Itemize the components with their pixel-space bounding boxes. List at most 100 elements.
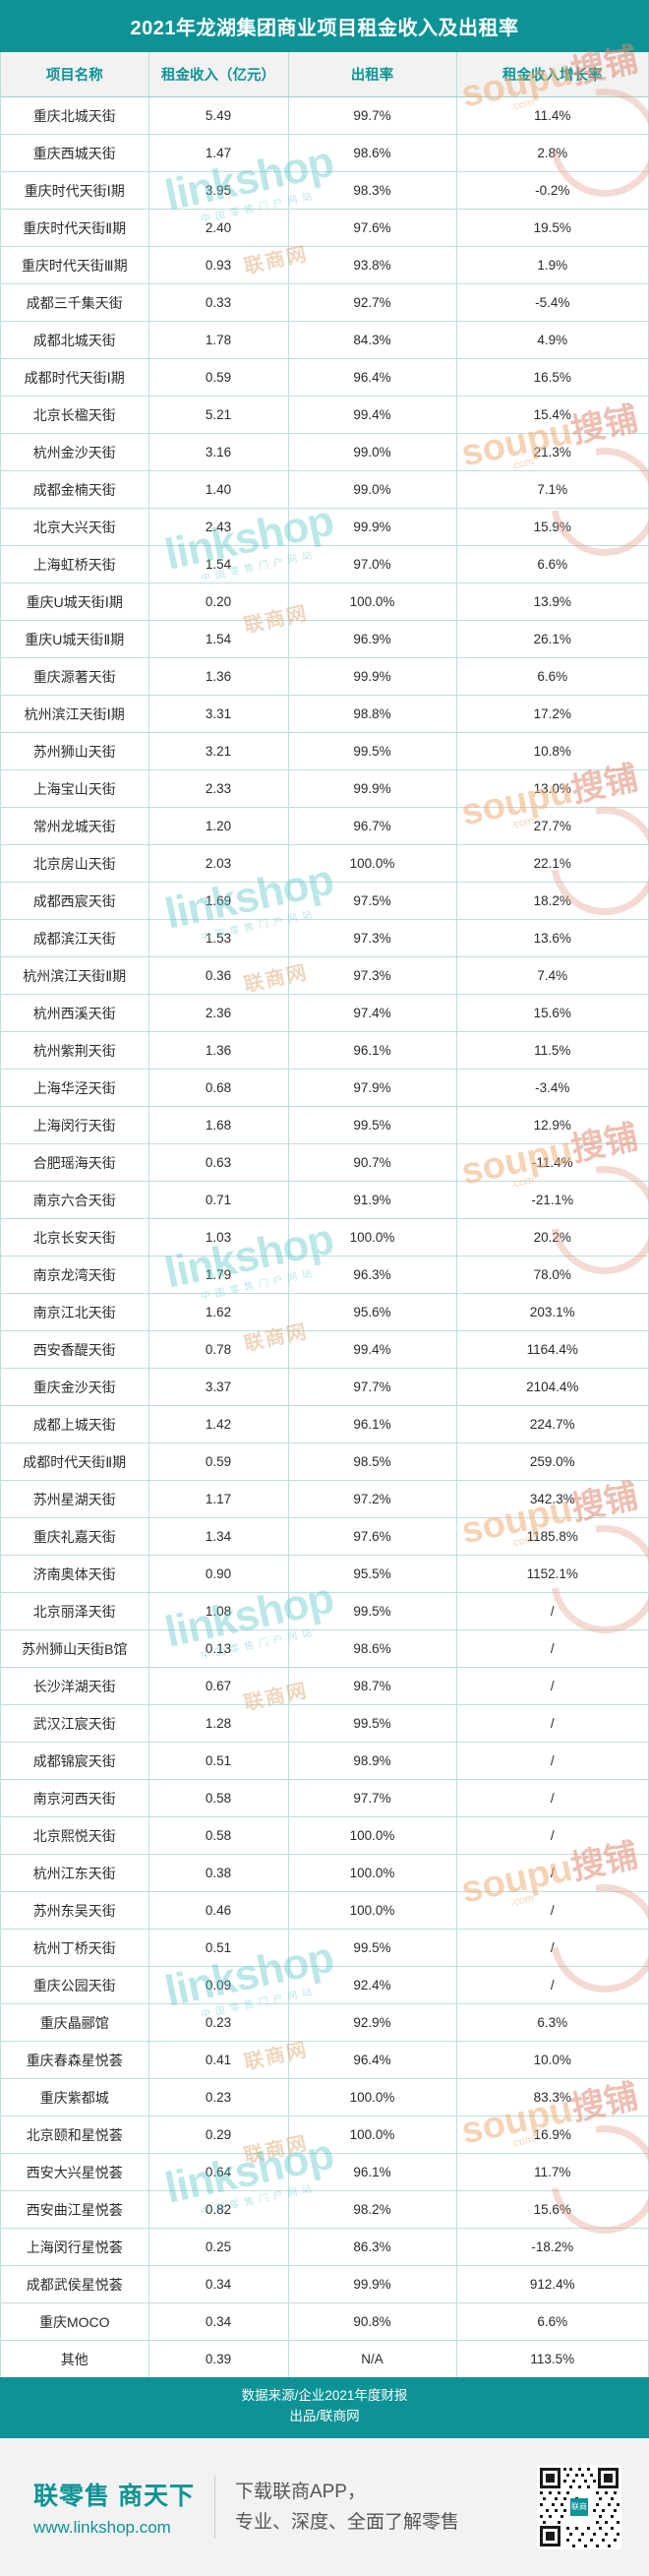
cell-occupancy-rate: 96.4% bbox=[288, 2041, 457, 2079]
cell-occupancy-rate: 100.0% bbox=[288, 1816, 457, 1855]
cta-line-2: 专业、深度、全面了解零售 bbox=[234, 2511, 459, 2533]
cell-growth-rate: -5.4% bbox=[456, 283, 648, 322]
cell-growth-rate: 259.0% bbox=[456, 1442, 648, 1481]
cell-growth-rate: 15.4% bbox=[456, 396, 648, 434]
source-line-data: 数据来源/企业2021年度财报 bbox=[241, 2388, 408, 2403]
cell-growth-rate: 13.6% bbox=[456, 919, 648, 957]
cell-rental-income: 0.13 bbox=[148, 1629, 289, 1668]
table-row: 成都武侯星悦荟 0.34 99.9% 912.4% bbox=[1, 2265, 648, 2303]
cell-occupancy-rate: 98.3% bbox=[288, 171, 457, 210]
cell-occupancy-rate: 97.9% bbox=[288, 1069, 457, 1107]
cell-project-name: 西安香醍天街 bbox=[1, 1330, 149, 1369]
cell-growth-rate: 22.1% bbox=[456, 844, 648, 883]
table-row: 上海闵行天街 1.68 99.5% 12.9% bbox=[1, 1106, 648, 1144]
cell-occupancy-rate: 99.4% bbox=[288, 1330, 457, 1369]
cell-project-name: 北京熙悦天街 bbox=[1, 1816, 149, 1855]
table-row: 上海闵行星悦荟 0.25 86.3% -18.2% bbox=[1, 2228, 648, 2266]
table-row: 上海华泾天街 0.68 97.9% -3.4% bbox=[1, 1069, 648, 1107]
cell-rental-income: 5.49 bbox=[148, 96, 289, 135]
cell-growth-rate: 21.3% bbox=[456, 433, 648, 471]
cell-growth-rate: / bbox=[456, 1779, 648, 1817]
table-row: 重庆金沙天街 3.37 97.7% 2104.4% bbox=[1, 1368, 648, 1406]
cell-occupancy-rate: 92.4% bbox=[288, 1966, 457, 2004]
cell-occupancy-rate: 97.3% bbox=[288, 919, 457, 957]
cell-growth-rate: / bbox=[456, 1816, 648, 1855]
cell-project-name: 重庆春森星悦荟 bbox=[1, 2041, 149, 2079]
cell-rental-income: 0.58 bbox=[148, 1816, 289, 1855]
cell-occupancy-rate: 97.6% bbox=[288, 209, 457, 247]
cell-project-name: 合肥瑶海天街 bbox=[1, 1143, 149, 1182]
cell-rental-income: 0.23 bbox=[148, 2078, 289, 2116]
cell-growth-rate: 7.1% bbox=[456, 470, 648, 509]
cell-occupancy-rate: 100.0% bbox=[288, 2078, 457, 2116]
cell-project-name: 重庆晶郦馆 bbox=[1, 2003, 149, 2042]
brand-identity: 联零售 商天下 www.linkshop.com bbox=[33, 2477, 195, 2538]
table-row: 重庆源著天街 1.36 99.9% 6.6% bbox=[1, 657, 648, 696]
cell-growth-rate: 1164.4% bbox=[456, 1330, 648, 1369]
cell-occupancy-rate: 90.7% bbox=[288, 1143, 457, 1182]
cell-rental-income: 1.34 bbox=[148, 1517, 289, 1556]
brand-footer-bar: 联零售 商天下 www.linkshop.com 下载联商APP， 专业、深度、… bbox=[0, 2437, 649, 2576]
table-row: 杭州西溪天街 2.36 97.4% 15.6% bbox=[1, 994, 648, 1032]
cell-rental-income: 0.36 bbox=[148, 956, 289, 995]
table-row: 北京长安天街 1.03 100.0% 20.2% bbox=[1, 1218, 648, 1257]
cell-occupancy-rate: 99.7% bbox=[288, 96, 457, 135]
cell-rental-income: 0.63 bbox=[148, 1143, 289, 1182]
cell-project-name: 杭州金沙天街 bbox=[1, 433, 149, 471]
cell-rental-income: 1.40 bbox=[148, 470, 289, 509]
cell-project-name: 重庆礼嘉天街 bbox=[1, 1517, 149, 1556]
qr-code[interactable]: 联商 bbox=[537, 2464, 621, 2549]
cell-project-name: 南京龙湾天街 bbox=[1, 1256, 149, 1294]
cell-occupancy-rate: 99.5% bbox=[288, 732, 457, 770]
cell-project-name: 重庆北城天街 bbox=[1, 96, 149, 135]
cell-growth-rate: 6.3% bbox=[456, 2003, 648, 2042]
table-row: 苏州狮山天街B馆 0.13 98.6% / bbox=[1, 1629, 648, 1668]
source-line-publisher: 出品/联商网 bbox=[289, 2408, 360, 2423]
cell-growth-rate: 15.6% bbox=[456, 2190, 648, 2229]
cell-project-name: 成都锦宸天街 bbox=[1, 1742, 149, 1780]
cell-occupancy-rate: 99.5% bbox=[288, 1929, 457, 1967]
cell-occupancy-rate: 100.0% bbox=[288, 1218, 457, 1257]
cell-project-name: 重庆U城天街Ⅱ期 bbox=[1, 620, 149, 658]
brand-website-url[interactable]: www.linkshop.com bbox=[33, 2517, 171, 2537]
table-row: 合肥瑶海天街 0.63 90.7% -11.4% bbox=[1, 1143, 648, 1182]
cell-occupancy-rate: 98.6% bbox=[288, 134, 457, 172]
cell-project-name: 南京江北天街 bbox=[1, 1293, 149, 1331]
table-row: 杭州滨江天街Ⅰ期 3.31 98.8% 17.2% bbox=[1, 695, 648, 733]
table-row: 成都滨江天街 1.53 97.3% 13.6% bbox=[1, 919, 648, 957]
cell-growth-rate: 1185.8% bbox=[456, 1517, 648, 1556]
cell-growth-rate: -0.2% bbox=[456, 171, 648, 210]
table-row: 杭州滨江天街Ⅱ期 0.36 97.3% 7.4% bbox=[1, 956, 648, 995]
cell-occupancy-rate: 97.0% bbox=[288, 545, 457, 583]
table-row: 重庆春森星悦荟 0.41 96.4% 10.0% bbox=[1, 2041, 648, 2079]
cell-project-name: 杭州江东天街 bbox=[1, 1854, 149, 1892]
cell-growth-rate: 18.2% bbox=[456, 882, 648, 920]
cell-project-name: 重庆时代天街Ⅰ期 bbox=[1, 171, 149, 210]
cell-project-name: 上海宝山天街 bbox=[1, 769, 149, 808]
table-row: 长沙洋湖天街 0.67 98.7% / bbox=[1, 1667, 648, 1705]
cell-occupancy-rate: 99.0% bbox=[288, 433, 457, 471]
cell-project-name: 上海闵行天街 bbox=[1, 1106, 149, 1144]
title-banner: 2021年龙湖集团商业项目租金收入及出租率 bbox=[0, 0, 649, 52]
cell-growth-rate: 342.3% bbox=[456, 1480, 648, 1518]
cell-project-name: 重庆U城天街Ⅰ期 bbox=[1, 583, 149, 621]
cell-occupancy-rate: 99.9% bbox=[288, 2265, 457, 2303]
cell-growth-rate: 224.7% bbox=[456, 1405, 648, 1443]
cell-occupancy-rate: 98.8% bbox=[288, 695, 457, 733]
table-row: 西安大兴星悦荟 0.64 96.1% 11.7% bbox=[1, 2153, 648, 2191]
cell-project-name: 重庆MOCO bbox=[1, 2302, 149, 2341]
source-strip: 数据来源/企业2021年度财报 出品/联商网 bbox=[0, 2377, 649, 2438]
table-row: 重庆MOCO 0.34 90.8% 6.6% bbox=[1, 2302, 648, 2341]
cell-rental-income: 2.43 bbox=[148, 508, 289, 546]
cell-project-name: 重庆西城天街 bbox=[1, 134, 149, 172]
cell-project-name: 北京长楹天街 bbox=[1, 396, 149, 434]
cell-rental-income: 1.08 bbox=[148, 1592, 289, 1630]
cell-occupancy-rate: 97.3% bbox=[288, 956, 457, 995]
cell-occupancy-rate: 100.0% bbox=[288, 1891, 457, 1930]
cell-growth-rate: 83.3% bbox=[456, 2078, 648, 2116]
cell-project-name: 西安曲江星悦荟 bbox=[1, 2190, 149, 2229]
column-header-project-name: 项目名称 bbox=[1, 52, 149, 97]
cell-occupancy-rate: 97.2% bbox=[288, 1480, 457, 1518]
table-row: 北京长楹天街 5.21 99.4% 15.4% bbox=[1, 396, 648, 434]
cell-occupancy-rate: 93.8% bbox=[288, 246, 457, 284]
